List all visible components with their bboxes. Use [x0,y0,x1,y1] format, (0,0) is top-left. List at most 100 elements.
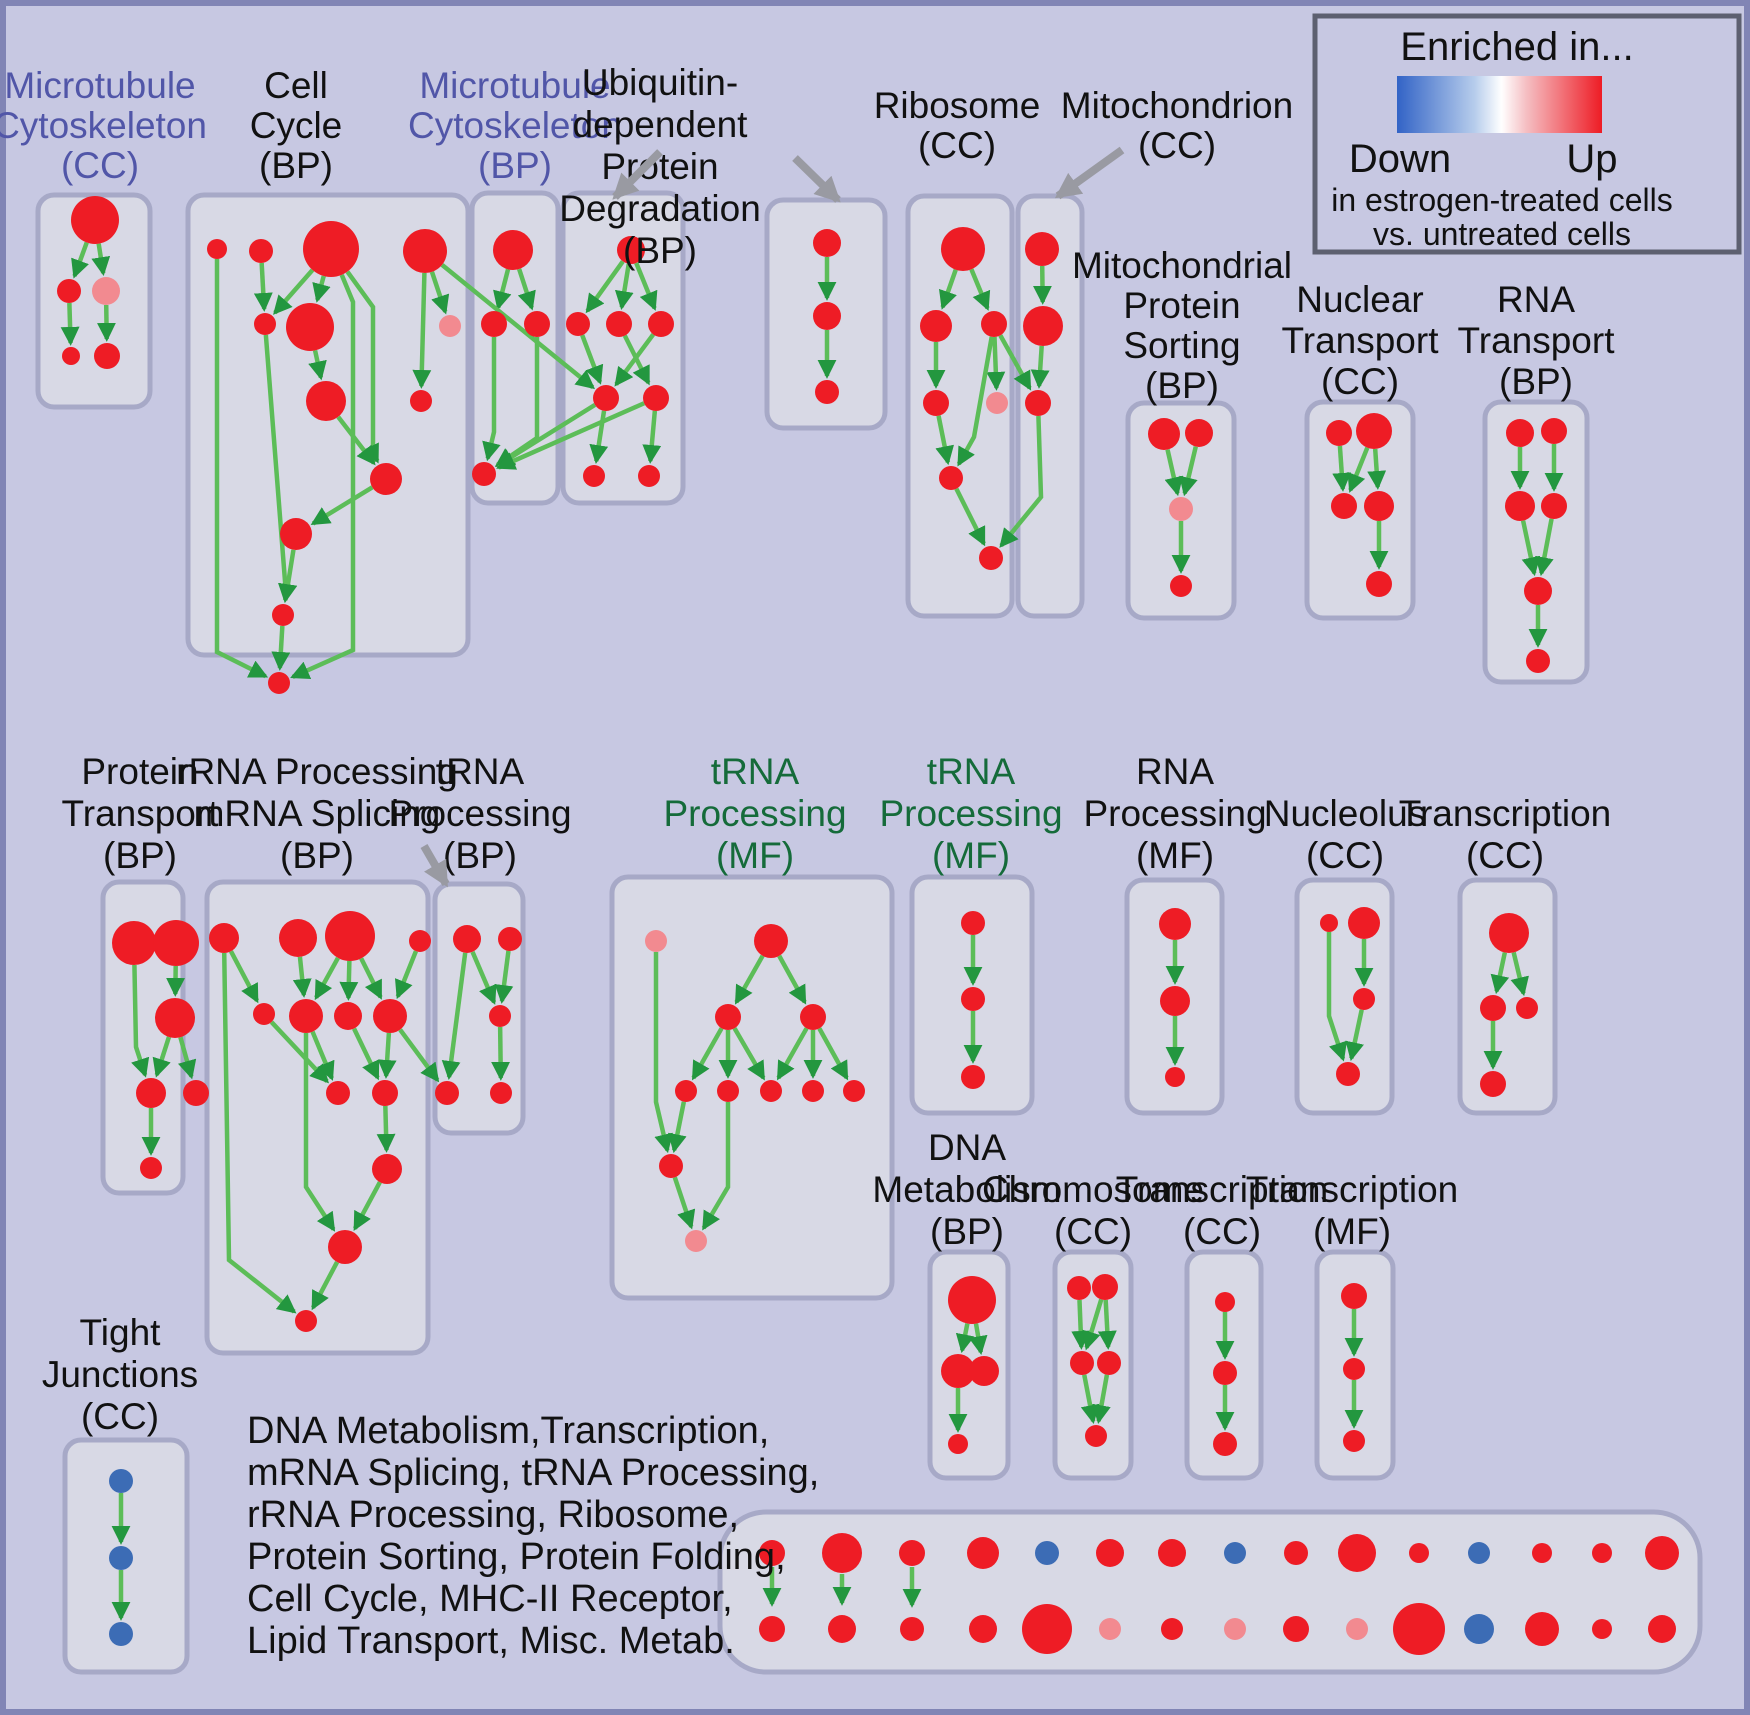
gene-node-tcc2-y2 [1480,995,1506,1021]
edge-arrow-chr [1071,1299,1091,1350]
edge-arrow-cross [440,263,596,390]
gene-node-summary-top-13 [1532,1543,1552,1563]
gene-node-rrna-g6 [289,999,323,1033]
cluster-label-rt: Transport [1458,320,1616,361]
gene-node-rrna-g12 [328,1230,362,1264]
gene-node-trbp-k1 [453,925,481,953]
gene-node-rrna-g5 [253,1003,275,1025]
gene-node-tj-b3 [109,1622,133,1646]
edge-arrow-rib [939,269,958,310]
gene-node-summary-top-8 [1224,1542,1246,1564]
gene-node-summary-bottom-3 [900,1617,924,1641]
gene-node-tcc2-y4 [1480,1071,1506,1097]
edge-arrow-mtcc [71,241,89,279]
gene-node-dnam-d4 [948,1434,968,1454]
gene-node-nuc-e4 [1336,1062,1360,1086]
legend-box [1312,13,1742,255]
edge-arrow-rrna [352,1027,380,1081]
edge-arrow-mtbp [517,268,536,311]
gene-node-rrna-g1 [209,923,239,953]
gene-node-cc-c13 [268,672,290,694]
gene-node-trmf1-f2 [754,924,788,958]
edge-arrow-rrna [339,960,359,1001]
edge-arrow-mtbp [493,268,512,311]
legend-up-label: Up [1566,137,1617,181]
edge-arrow-rrna [221,952,297,1314]
edge-arrow-nuc [1326,932,1347,1062]
cluster-label-dnam: DNA [928,1127,1006,1168]
cluster-label-cc: Cell [264,65,328,106]
edge-arrow-tcc2 [1490,952,1510,995]
gene-node-cc-c3 [303,221,359,277]
gene-node-mtcc-a5 [94,343,120,369]
cluster-label-pt: (BP) [103,835,177,876]
footnote-line-2: mRNA Splicing, tRNA Processing, [247,1452,819,1494]
edge-arrow-rrna [310,1030,335,1081]
cluster-label-tj: Junctions [42,1354,198,1395]
cluster-label-mito: (CC) [1138,125,1216,166]
gene-node-summary-bottom-14 [1592,1619,1612,1639]
gene-node-summary-bottom-7 [1161,1618,1183,1640]
cluster-box-rt [1482,399,1590,685]
cluster-label-mtbp: (BP) [478,145,552,186]
gene-node-summary-bottom-2 [828,1615,856,1643]
gene-node-chr-h2 [1092,1274,1118,1300]
edge-arrow-pt [152,1036,172,1078]
edge-arrow-mtcc [91,243,111,277]
cluster-label-dnam: (BP) [930,1211,1004,1252]
cluster-label-trmf1: Processing [663,793,846,834]
gene-node-tcc2-y1 [1489,913,1529,953]
cluster-label-tcc3: (CC) [1183,1211,1261,1252]
edge-arrow-nt [1367,448,1387,490]
gene-node-dnam-d2 [941,1354,975,1388]
edge-arrow-pt [177,1036,197,1080]
gene-node-tcc2-y3 [1516,997,1538,1019]
cluster-label-pt: Transport [62,793,220,834]
cluster-label-ubq1: Ubiquitin- [582,62,738,103]
cluster-label-nuc: Nucleolus [1264,793,1426,834]
edge-arrow-rrna [303,1033,336,1232]
gene-node-rt-q1 [1506,419,1534,447]
cluster-label-rpmf: Processing [1083,793,1266,834]
cluster-label-trmf2: tRNA [927,751,1016,792]
gene-node-pt-p3 [155,998,195,1038]
gene-node-rt-q5 [1524,577,1552,605]
gene-node-trbp-k4 [435,1081,459,1105]
gene-node-trmf1-f5 [675,1080,697,1102]
edge-arrow-cc [278,549,298,603]
cluster-label-chr: (CC) [1054,1211,1132,1252]
gene-node-summary-bottom-1 [759,1616,785,1642]
edge-arrow-rib [986,336,1006,391]
edge-arrow-pt [131,964,150,1078]
legend-down-label: Down [1349,137,1451,181]
gene-node-pt-p1 [112,921,156,965]
gene-node-trmf1-f4 [800,1004,826,1030]
gene-node-rrna-g9 [326,1081,350,1105]
gene-node-ubq1-u2 [566,312,590,336]
gene-node-trmf1-f10 [659,1154,683,1178]
edge-arrow-chr [1082,1298,1104,1351]
gene-node-mtbp-m2 [481,311,507,337]
gene-node-mps-s3 [1169,497,1193,521]
edge-arrow-rib [935,415,954,466]
footnote-line-1: DNA Metabolism,Transcription, [247,1410,769,1452]
gene-node-summary-bottom-4 [969,1615,997,1643]
gene-node-rrna-g2 [279,919,317,957]
cluster-label-ubq1: Degradation [559,188,761,229]
cluster-label-mps: Mitochondrial [1072,245,1292,286]
cluster-label-ubq1: (BP) [623,230,697,271]
edge-arrow-rt [1535,518,1554,577]
gene-node-rpmf-z3 [1165,1067,1185,1087]
gene-node-nt-t3 [1331,493,1357,519]
gene-node-cc-c9 [410,390,432,412]
gene-node-ubq1-u3 [606,311,632,337]
cluster-label-tmf: (MF) [1313,1211,1391,1252]
cluster-label-mps: (BP) [1145,365,1219,406]
legend-caption-line2: vs. untreated cells [1373,216,1631,252]
cluster-label-rt: RNA [1497,279,1575,320]
gene-node-chr-h1 [1067,1276,1091,1300]
gene-node-trbp-k2 [498,927,522,951]
edge-arrow-rrna [292,956,312,998]
